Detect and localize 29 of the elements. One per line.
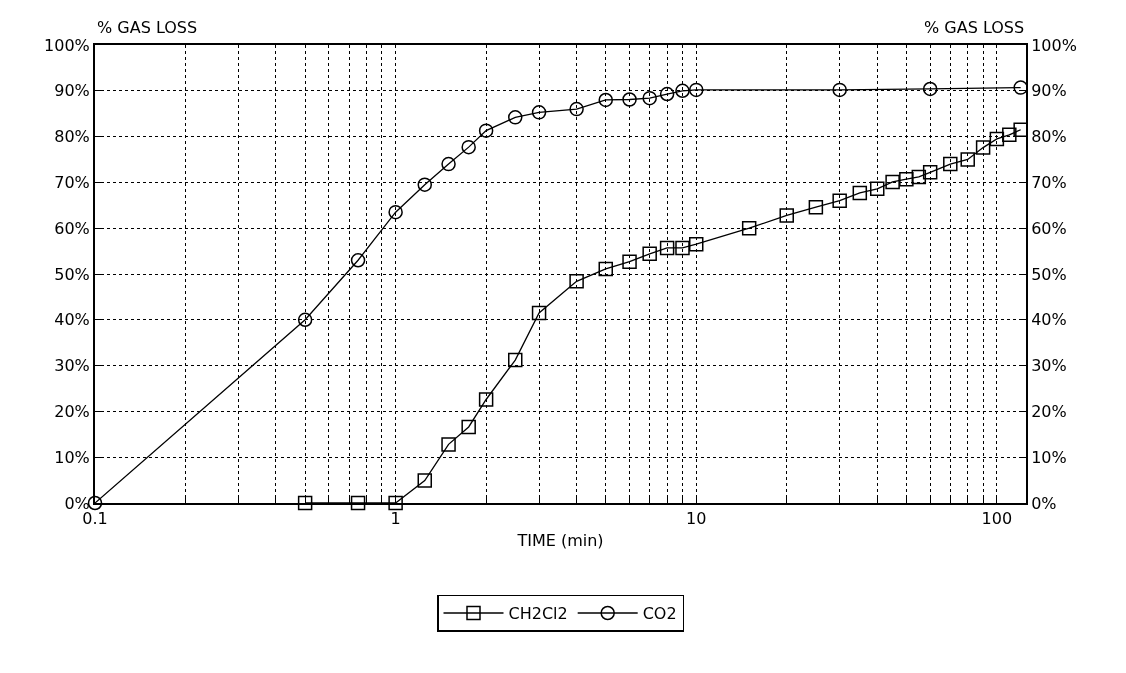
y2-axis-title: % GAS LOSS [924, 18, 1025, 37]
y-tick-label: 100% [44, 35, 90, 55]
y-tick-label: 60% [54, 218, 90, 238]
y2-tick-label: 90% [1031, 81, 1067, 101]
y-tick-label: 50% [54, 264, 90, 284]
y-tick-label: 40% [54, 310, 90, 330]
y2-tick-label: 30% [1031, 356, 1067, 376]
y-axis-title: % GAS LOSS [97, 18, 198, 37]
y2-tick-label: 10% [1031, 447, 1067, 467]
legend-label: CO2 [642, 604, 677, 624]
y2-tick-label: 20% [1031, 402, 1067, 421]
x-axis-title: TIME (min) [516, 531, 604, 551]
y-tick-label: 90% [54, 81, 90, 101]
y-tick-label: 20% [54, 402, 90, 421]
y-tick-label: 80% [54, 127, 90, 147]
y-tick-label: 10% [54, 447, 90, 467]
y2-tick-label: 80% [1031, 127, 1067, 147]
x-tick-label: 100 [981, 509, 1013, 529]
y2-tick-label: 70% [1031, 173, 1067, 192]
y-tick-label: 70% [54, 173, 90, 192]
y-tick-label: 30% [54, 356, 90, 376]
x-tick-label: 1 [390, 509, 401, 529]
y2-tick-label: 50% [1031, 264, 1067, 284]
x-tick-label: 10 [686, 509, 707, 529]
legend-label: CH2Cl2 [508, 604, 568, 624]
y2-tick-label: 100% [1031, 35, 1077, 55]
y2-tick-label: 60% [1031, 218, 1067, 238]
y2-tick-label: 40% [1031, 310, 1067, 330]
y2-tick-label: 0% [1031, 493, 1057, 513]
